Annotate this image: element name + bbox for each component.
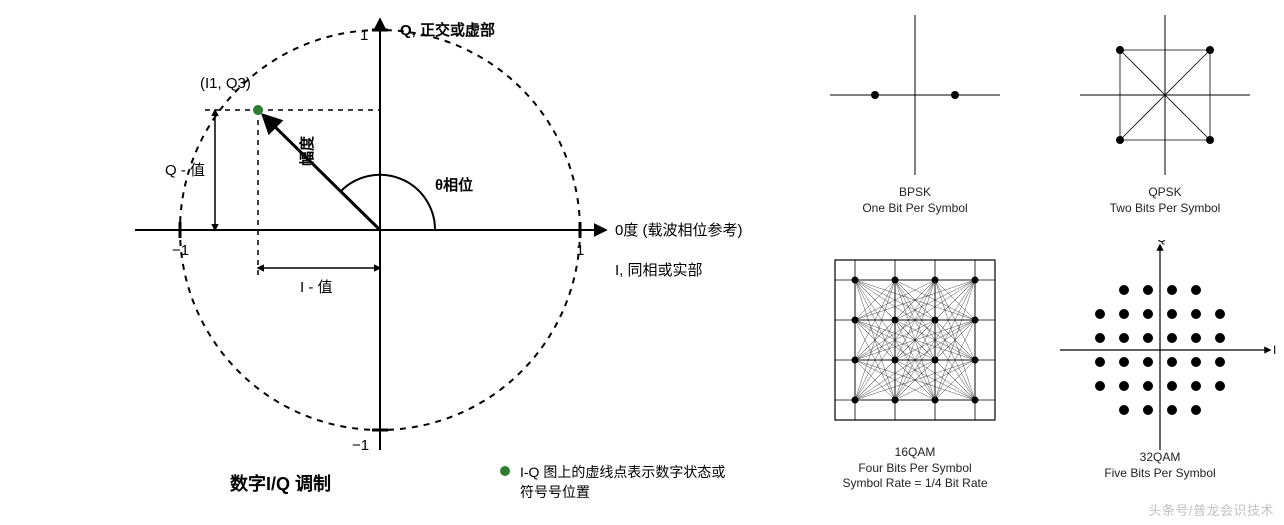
qam32-point [1119,333,1129,343]
qam16-point [972,397,979,404]
qam16-point [892,397,899,404]
qam32-point [1167,357,1177,367]
qam32-point [1143,285,1153,295]
constellations-panel: BPSK One Bit Per Symbol QPSK Two Bits Pe… [780,0,1284,525]
phase-label: θ相位 [435,176,473,194]
qpsk-subtitle: Two Bits Per Symbol [1050,201,1280,217]
bpsk-point [951,91,959,99]
qam32-sub1: Five Bits Per Symbol [1050,466,1270,482]
qam16-point [852,277,859,284]
qam16-point [852,357,859,364]
qam32-point [1191,285,1201,295]
qam16-point [892,277,899,284]
qam32-svg: Q I [1040,240,1280,460]
qam16-svg [800,245,1030,455]
qam16-sub2: Symbol Rate = 1/4 Bit Rate [800,476,1030,492]
qam32-point [1167,285,1177,295]
qam32-point [1143,381,1153,391]
qam32-point [1191,333,1201,343]
qam16-title: 16QAM [800,445,1030,461]
qam32-point [1095,381,1105,391]
tick-y-pos-label: 1 [360,27,368,44]
qam32-point [1119,309,1129,319]
i-axis-label: I, 同相或实部 [615,262,703,279]
amplitude-vector [264,116,380,230]
qam32-point [1095,357,1105,367]
qam32-point [1119,381,1129,391]
qam32-point [1215,309,1225,319]
iq-point-label: (I1, Q3) [200,75,251,92]
bpsk-svg [800,10,1030,200]
q-value-label: Q - 值 [165,162,205,179]
qam16-point [932,397,939,404]
qam32-point [1191,357,1201,367]
qam16-point [932,357,939,364]
bpsk-caption: BPSK One Bit Per Symbol [800,185,1030,216]
legend-line2: 符号号位置 [520,484,590,500]
qam32-point [1119,405,1129,415]
qam32-point [1167,309,1177,319]
qpsk-point [1116,136,1124,144]
qam32-point [1215,357,1225,367]
legend-dot-icon [500,466,510,476]
qam32-point [1119,285,1129,295]
qam32-i-label: I [1273,343,1276,357]
qam16-point [932,317,939,324]
qpsk-caption: QPSK Two Bits Per Symbol [1050,185,1280,216]
qam32-q-label: Q [1157,240,1166,245]
qam32-title: 32QAM [1050,450,1270,466]
qam16-sub1: Four Bits Per Symbol [800,461,1030,477]
qam16-point [852,397,859,404]
page-container: −1 1 1 −1 Q, 正交或虚部 0度 (载波相位参考) I, 同相或实部 … [0,0,1284,525]
qpsk-point [1116,46,1124,54]
qam16-point [892,357,899,364]
qam32-point [1143,333,1153,343]
iq-diagram-panel: −1 1 1 −1 Q, 正交或虚部 0度 (载波相位参考) I, 同相或实部 … [0,0,780,525]
tick-x-pos-label: 1 [576,242,584,259]
qam32-point [1095,333,1105,343]
qam32-point [1167,381,1177,391]
qam16-point [972,317,979,324]
qam32-point [1191,381,1201,391]
qam32-point [1215,333,1225,343]
qam32-point [1095,309,1105,319]
qam16-point [892,317,899,324]
qam16-point [932,277,939,284]
qpsk-title: QPSK [1050,185,1280,201]
watermark-text: 头条号/普龙会识技术 [1148,500,1274,519]
qam32-point [1167,333,1177,343]
i-value-label: I - 值 [300,279,333,296]
bpsk-title: BPSK [800,185,1030,201]
bpsk-point [871,91,879,99]
qpsk-point [1206,46,1214,54]
qam32-point [1143,309,1153,319]
bpsk-subtitle: One Bit Per Symbol [800,201,1030,217]
qam32-point [1215,381,1225,391]
qam16-point [972,277,979,284]
phase-arc [341,175,435,230]
tick-y-neg-label: −1 [352,437,369,454]
qam16-point [852,317,859,324]
qam32-point [1191,405,1201,415]
qam32-point [1143,357,1153,367]
legend-line1: I-Q 图上的虚线点表示数字状态或 [520,464,725,480]
qam32-point [1119,357,1129,367]
x-ref-label: 0度 (载波相位参考) [615,222,743,239]
qam32-point [1143,405,1153,415]
qam32-point [1191,309,1201,319]
qam16-caption: 16QAM Four Bits Per Symbol Symbol Rate =… [800,445,1030,492]
qpsk-point [1206,136,1214,144]
iq-diagram-svg: −1 1 1 −1 Q, 正交或虚部 0度 (载波相位参考) I, 同相或实部 … [0,0,780,525]
qpsk-svg [1050,10,1280,200]
qam16-point [972,357,979,364]
qam32-caption: 32QAM Five Bits Per Symbol [1050,450,1270,481]
tick-x-neg-label: −1 [172,242,189,259]
amplitude-label: 幅度 [298,135,316,166]
q-axis-label: Q, 正交或虚部 [400,21,495,39]
iq-point [253,105,263,115]
qam32-point [1167,405,1177,415]
iq-title: 数字I/Q 调制 [230,473,331,494]
